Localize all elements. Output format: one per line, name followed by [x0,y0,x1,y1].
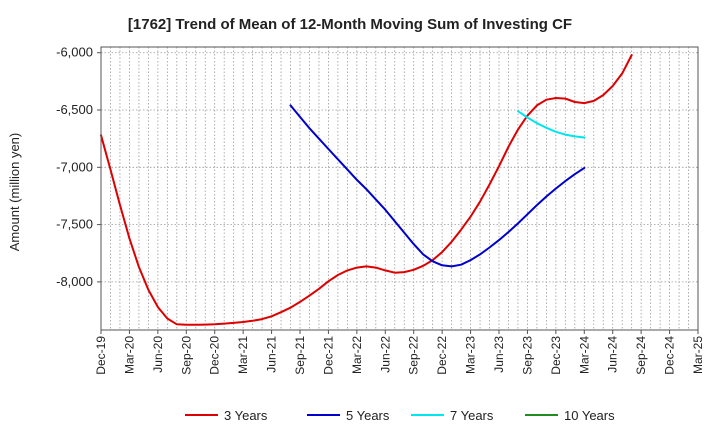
x-axis-ticks: Dec-19 Mar-20 Jun-20 Sep-20 Dec-20 Mar-21 Jun-… [94,330,705,375]
x-tick-label: Dec-20 [208,336,222,375]
legend-label-3-years: 3 Years [224,408,268,423]
series-line-3-years [100,54,633,326]
x-tick-label: Jun-23 [492,336,506,373]
x-tick-label: Sep-20 [179,336,193,375]
x-tick-label: Jun-21 [265,336,279,373]
x-tick-label: Mar-22 [350,336,364,374]
x-tick-label: Jun-22 [378,336,392,373]
x-tick-label: Dec-21 [321,336,335,375]
series-line-7-years [517,110,586,139]
x-tick-label: Mar-25 [691,336,705,374]
chart-title: [1762] Trend of Mean of 12-Month Moving … [128,16,572,33]
x-tick-label: Dec-19 [94,336,108,375]
x-tick-label: Jun-20 [151,336,165,373]
x-tick-label: Jun-24 [606,336,620,373]
x-tick-label: Mar-24 [577,336,591,374]
y-tick-label: -8,000 [56,274,93,289]
legend: 3 Years 5 Years 7 Years 10 Years [185,408,615,423]
y-tick-label: -6,500 [56,102,93,117]
y-axis-ticks: -6,000 -6,500 -7,000 -7,500 -8,000 [56,45,101,289]
x-tick-label: Dec-23 [549,336,563,375]
x-tick-label: Dec-22 [435,336,449,375]
legend-label-7-years: 7 Years [450,408,494,423]
x-tick-label: Sep-23 [520,336,534,375]
x-tick-label: Mar-20 [122,336,136,374]
plot-frame [100,46,699,331]
legend-label-5-years: 5 Years [346,408,390,423]
x-tick-label: Sep-24 [634,336,648,375]
x-tick-label: Sep-22 [407,336,421,375]
legend-label-10-years: 10 Years [564,408,615,423]
y-axis-label: Amount (million yen) [7,133,22,252]
x-tick-label: Mar-23 [464,336,478,374]
grid-lines [101,47,698,330]
x-tick-label: Mar-21 [236,336,250,374]
y-tick-label: -7,500 [56,217,93,232]
y-tick-label: -6,000 [56,45,93,60]
x-tick-label: Dec-24 [663,336,677,375]
x-tick-label: Sep-21 [293,336,307,375]
series-line-5-years [289,104,586,268]
y-tick-label: -7,000 [56,159,93,174]
series-lines [100,54,633,326]
